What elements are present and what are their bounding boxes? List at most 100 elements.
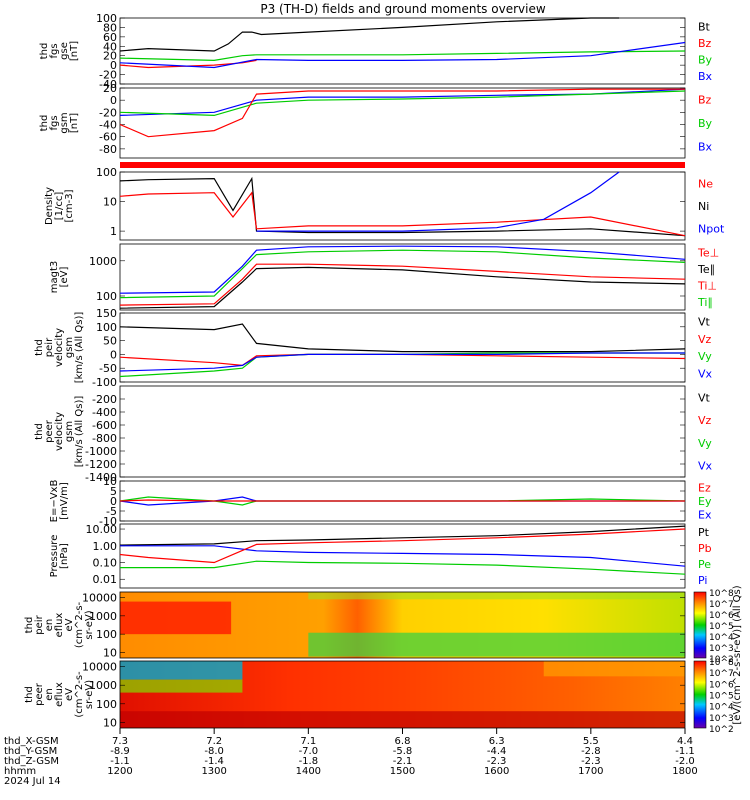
colorbar-tick-label: 10^4 [709, 633, 734, 643]
y-axis-label: [nT] [69, 113, 80, 133]
y-tick-label: 10 [103, 646, 117, 659]
x-tick-label: 1400 [296, 766, 321, 777]
y-tick-label: 1 [110, 225, 117, 238]
y-axis-label: [mV/m] [59, 482, 70, 520]
y-axis-label: Pressure [49, 535, 60, 578]
series-te⊥ [119, 263, 686, 306]
x-tick-label: 1600 [484, 766, 509, 777]
y-axis-label: thd [24, 686, 35, 703]
series-bz [119, 88, 685, 138]
y-axis-label: [cm-3] [64, 189, 75, 222]
x-axis-row-label: thd_X-GSM [4, 736, 59, 747]
colorbar-tick-label: 10^5 [709, 622, 734, 632]
figure-title: P3 (TH-D) fields and ground moments over… [260, 2, 545, 16]
spectrogram-band [120, 679, 243, 693]
spectrogram-band [308, 632, 685, 657]
y-tick-label: -40 [99, 119, 117, 132]
y-tick-label: -80 [99, 143, 117, 156]
legend-entry: Pe [698, 558, 711, 571]
y-tick-label: 1000 [89, 610, 117, 623]
legend-entry: Te∥ [697, 263, 715, 276]
y-tick-label: 10000 [82, 592, 117, 605]
y-axis-label: [nPa] [59, 543, 70, 569]
y-tick-label: -50 [99, 362, 117, 375]
panel-frame [119, 385, 686, 478]
y-tick-label: -200 [92, 393, 117, 406]
y-tick-label: -1000 [85, 445, 117, 458]
colorbar-tick-label: 10^2 [709, 725, 734, 735]
series-by [119, 50, 686, 62]
y-tick-label: 80 [103, 21, 117, 34]
y-tick-label: 10 [103, 196, 117, 209]
y-axis-label: [km/s (All Qs)] [74, 312, 85, 384]
x-axis-row-label: thd_Y-GSM [4, 746, 57, 757]
legend-entry: Pb [698, 542, 712, 555]
separator-bar [120, 162, 685, 168]
y-axis-label: magt3 [49, 261, 60, 294]
legend-entry: Ex [698, 508, 712, 521]
x-axis-row-label: hhmm [4, 766, 36, 777]
colorbar-tick-label: 10^5 [709, 692, 734, 702]
colorbar-tick-label: 10^6 [709, 611, 734, 621]
y-tick-label: 60 [103, 31, 117, 44]
y-axis-label: gse [59, 42, 70, 60]
y-tick-label: 100 [96, 166, 117, 179]
legend-entry: Vt [698, 316, 711, 329]
series-te∥ [119, 266, 686, 309]
y-axis-label: thd [39, 115, 50, 132]
panel-temperature: 100 1000 magt3 [eV] Te⊥ Te∥ Ti⊥ Ti∥ [49, 243, 719, 311]
y-axis-label: thd [24, 617, 35, 634]
y-axis-label: peer [44, 419, 55, 443]
legend-entry: Ti∥ [697, 296, 713, 309]
colorbar [693, 591, 707, 659]
legend-entry: Ez [698, 482, 711, 495]
colorbar-tick-label: 10^7 [709, 669, 734, 679]
y-tick-label: 100 [96, 290, 117, 303]
y-tick-label: -5 [106, 505, 117, 518]
y-tick-label: -1200 [85, 458, 117, 471]
legend-entry: By [698, 53, 713, 66]
x-tick-label: -7.0 [299, 746, 319, 757]
panel-frame [119, 171, 686, 241]
x-tick-label: -5.8 [393, 746, 413, 757]
x-tick-label: 4.4 [677, 736, 693, 747]
legend-entry: Vy [698, 437, 712, 450]
y-axis-label: peer [34, 682, 45, 706]
colorbar-tick-label: 10^8 [709, 589, 734, 599]
y-tick-label: 0 [110, 94, 117, 107]
series-bz [119, 59, 257, 69]
y-tick-label: 0.01 [93, 573, 118, 586]
y-axis-label: [km/s (All Qs)] [74, 396, 85, 468]
x-tick-label: 7.3 [112, 736, 128, 747]
y-tick-label: -600 [92, 419, 117, 432]
y-axis-label: (cm^2-s- [74, 601, 85, 648]
panel-electron_eflux: 10^210^310^410^510^610^710^8101001000100… [24, 658, 734, 735]
y-tick-label: 20 [103, 50, 117, 63]
x-tick-label: -1.1 [110, 756, 130, 767]
legend-entry: By [698, 117, 713, 130]
panel-electron_velocity: -1400-1200-1000-800-600-400-200 thd peer ve… [34, 385, 713, 484]
x-tick-label: 7.1 [300, 736, 316, 747]
x-tick-label: -1.1 [675, 746, 695, 757]
y-tick-label: 100 [96, 321, 117, 334]
x-tick-label: -1.4 [204, 756, 224, 767]
y-tick-label: 1000 [89, 255, 117, 268]
y-axis-label: peir [44, 337, 55, 357]
legend-entry: Bx [698, 70, 713, 83]
panel-density: 1 10 100 Density [1/cc] [cm-3] Ne Ni Npot [44, 166, 725, 241]
x-tick-label: -1.8 [299, 756, 319, 767]
x-tick-label: -4.4 [487, 746, 507, 757]
legend-entry: Pt [698, 526, 710, 539]
y-axis-label: gsm [64, 421, 75, 442]
x-tick-label: 5.5 [583, 736, 599, 747]
y-axis-label: eflux [54, 682, 65, 707]
x-tick-label: -8.0 [204, 746, 224, 757]
y-axis-label: peir [34, 614, 45, 634]
panel-frame [119, 312, 686, 383]
x-tick-label: 1200 [107, 766, 132, 777]
y-tick-label: 0 [110, 59, 117, 72]
series-pt [119, 525, 686, 546]
y-tick-label: 50 [103, 335, 117, 348]
